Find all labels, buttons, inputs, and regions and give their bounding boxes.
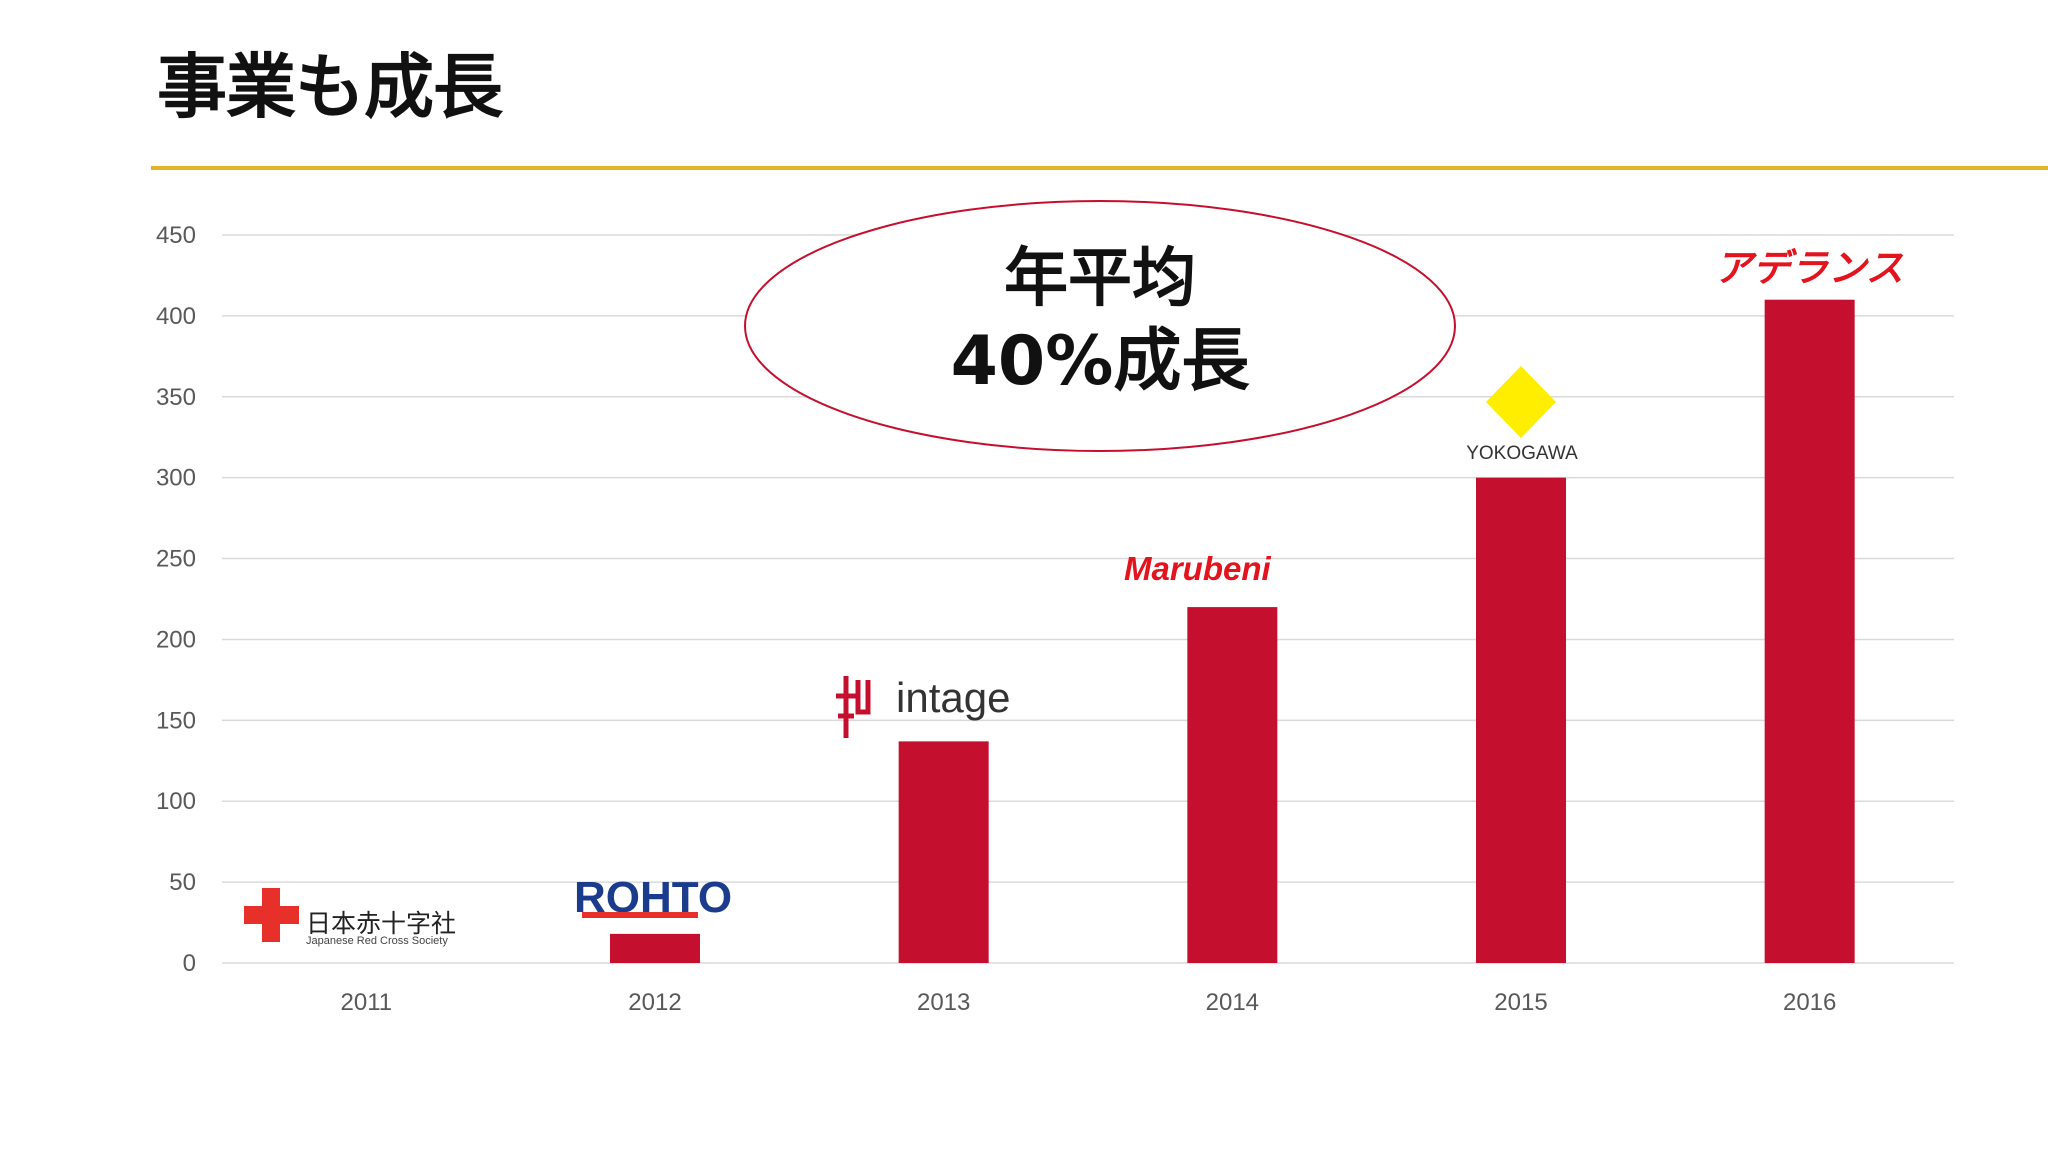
callout-line2: 40%成長 bbox=[951, 322, 1251, 401]
x-tick-label: 2013 bbox=[917, 989, 970, 1016]
intage-logo: intage bbox=[836, 674, 1010, 738]
bar-2012 bbox=[610, 933, 700, 963]
rohto-underline bbox=[582, 912, 698, 918]
y-tick-label: 400 bbox=[156, 303, 196, 330]
yokogawa-diamond-icon bbox=[1486, 366, 1556, 438]
aderans-logo: アデランス bbox=[1714, 246, 1903, 290]
red-cross-name: 日本赤十字社 bbox=[306, 909, 456, 938]
aderans-name: アデランス bbox=[1714, 246, 1903, 290]
bar-2013 bbox=[898, 741, 989, 963]
y-tick-label: 450 bbox=[156, 222, 196, 249]
x-tick-label: 2014 bbox=[1206, 989, 1259, 1016]
red-cross-logo: Japanese Red Cross Society 日本赤十字社 bbox=[244, 888, 456, 947]
callout-ellipse bbox=[744, 200, 1456, 452]
y-tick-label: 350 bbox=[156, 384, 196, 411]
growth-callout: 年平均 40%成長 bbox=[744, 200, 1456, 452]
x-tick-label: 2015 bbox=[1494, 989, 1547, 1016]
bar-2016 bbox=[1764, 299, 1855, 963]
y-tick-label: 0 bbox=[183, 950, 196, 977]
y-tick-label: 150 bbox=[156, 707, 196, 734]
marubeni-logo: Marubeni bbox=[1124, 550, 1272, 587]
yokogawa-logo: YOKOGAWA bbox=[1466, 366, 1578, 464]
y-tick-label: 100 bbox=[156, 788, 196, 815]
bar-2015 bbox=[1476, 477, 1566, 963]
intage-name: intage bbox=[896, 674, 1010, 721]
title-divider bbox=[151, 166, 2048, 170]
y-tick-label: 300 bbox=[156, 465, 196, 492]
yokogawa-name: YOKOGAWA bbox=[1466, 443, 1578, 464]
callout-line1: 年平均 bbox=[1004, 242, 1196, 316]
x-axis-ticks: 2011 2012 2013 2014 2015 2016 bbox=[341, 989, 1837, 1016]
x-tick-label: 2016 bbox=[1783, 989, 1836, 1016]
bar-2014 bbox=[1187, 607, 1278, 963]
y-tick-label: 250 bbox=[156, 546, 196, 573]
y-tick-label: 200 bbox=[156, 626, 196, 653]
red-cross-subtitle: Japanese Red Cross Society bbox=[306, 935, 448, 947]
marubeni-name: Marubeni bbox=[1124, 550, 1272, 587]
bars bbox=[610, 299, 1855, 963]
intage-mark-icon bbox=[836, 676, 871, 738]
y-axis-ticks: 0 50 100 150 200 250 300 350 400 450 bbox=[156, 222, 196, 977]
x-tick-label: 2011 bbox=[341, 989, 393, 1016]
y-tick-label: 50 bbox=[169, 869, 196, 896]
page-title: 事業も成長 bbox=[157, 46, 503, 128]
x-tick-label: 2012 bbox=[628, 989, 681, 1016]
rohto-logo: ROHTO bbox=[574, 873, 732, 922]
